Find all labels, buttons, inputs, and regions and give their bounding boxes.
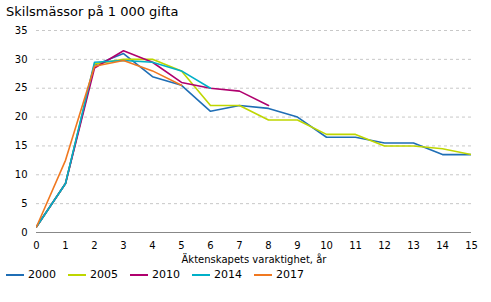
svg-text:10: 10 xyxy=(15,169,28,180)
html-text:2000: 2000 xyxy=(28,268,56,281)
svg-text:5: 5 xyxy=(21,198,27,209)
svg-text:Äktenskapets varaktighet, år: Äktenskapets varaktighet, år xyxy=(182,253,328,265)
svg-text:7: 7 xyxy=(236,240,242,251)
html-text:2014: 2014 xyxy=(214,268,242,281)
html-text:2005: 2005 xyxy=(90,268,118,281)
html-text:Skilsmässor på 1 000 gifta: Skilsmässor på 1 000 gifta xyxy=(6,4,179,19)
svg-text:9: 9 xyxy=(294,240,300,251)
svg-text:12: 12 xyxy=(378,240,391,251)
svg-text:1: 1 xyxy=(62,240,68,251)
svg-text:30: 30 xyxy=(15,54,28,65)
svg-text:4: 4 xyxy=(149,240,155,251)
svg-text:15: 15 xyxy=(465,240,478,251)
svg-text:14: 14 xyxy=(436,240,449,251)
svg-text:35: 35 xyxy=(15,25,28,36)
svg-text:13: 13 xyxy=(407,240,420,251)
html-text:2010: 2010 xyxy=(152,268,180,281)
svg-text:11: 11 xyxy=(349,240,362,251)
svg-text:25: 25 xyxy=(15,82,28,93)
svg-text:2: 2 xyxy=(91,240,97,251)
svg-text:0: 0 xyxy=(33,240,39,251)
svg-text:15: 15 xyxy=(15,140,28,151)
svg-text:5: 5 xyxy=(178,240,184,251)
html-text:2017: 2017 xyxy=(276,268,304,281)
svg-text:8: 8 xyxy=(265,240,271,251)
svg-text:6: 6 xyxy=(207,240,213,251)
svg-text:3: 3 xyxy=(120,240,126,251)
svg-text:10: 10 xyxy=(320,240,333,251)
svg-text:0: 0 xyxy=(21,227,27,238)
svg-text:20: 20 xyxy=(15,111,28,122)
